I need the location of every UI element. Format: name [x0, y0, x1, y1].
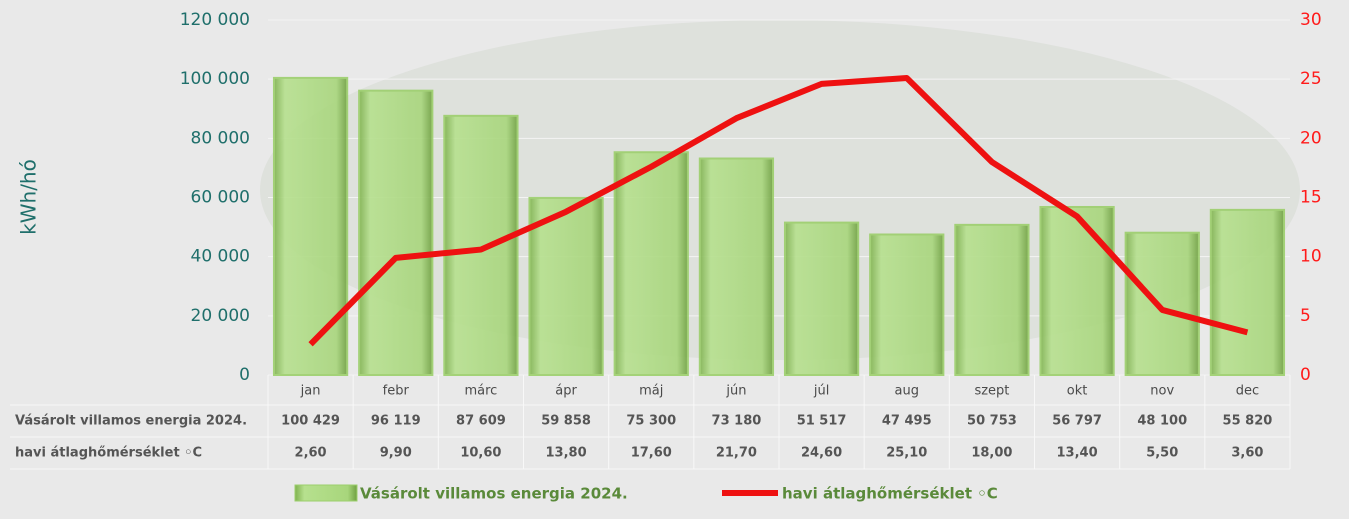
y2-tick-label: 15 [1300, 188, 1322, 208]
x-tick-label: júl [813, 384, 829, 399]
table-cell: 24,60 [801, 446, 842, 461]
table-cell: 87 609 [456, 414, 506, 429]
table-cell: 50 753 [967, 414, 1017, 429]
y2-tick-label: 20 [1300, 128, 1322, 148]
bar [528, 196, 604, 376]
table-cell: 3,60 [1231, 446, 1263, 461]
bar [1039, 205, 1115, 376]
y-tick-label: 60 000 [191, 188, 250, 208]
bar [1124, 231, 1200, 376]
table-cell: 13,40 [1057, 446, 1098, 461]
bar [1209, 208, 1286, 376]
legend-label: havi átlaghőmérséklet ◦C [782, 485, 998, 503]
table-cell: 59 858 [541, 414, 591, 429]
y-tick-label: 40 000 [191, 247, 250, 267]
x-tick-label: nov [1150, 384, 1174, 399]
table-cell: 21,70 [716, 446, 757, 461]
y-tick-label: 20 000 [191, 306, 250, 326]
x-tick-label: ápr [555, 384, 577, 399]
y2-tick-label: 30 [1300, 10, 1322, 30]
table-cell: 9,90 [380, 446, 412, 461]
bar [443, 114, 519, 377]
y-tick-label: 80 000 [191, 128, 250, 148]
x-tick-label: jún [725, 384, 746, 399]
y2-tick-label: 25 [1300, 69, 1322, 89]
y2-tick-label: 5 [1300, 306, 1311, 326]
x-tick-label: febr [383, 384, 410, 399]
table-cell: 56 797 [1052, 414, 1102, 429]
table-cell: 25,10 [886, 446, 927, 461]
y-axis-label: kWh/hó [17, 159, 41, 235]
table-cell: 100 429 [281, 414, 340, 429]
table-cell: 18,00 [971, 446, 1012, 461]
x-tick-label: szept [974, 384, 1009, 399]
x-tick-label: jan [300, 384, 321, 399]
table-cell: 48 100 [1137, 414, 1187, 429]
line [308, 74, 1249, 347]
table-cell: 17,60 [631, 446, 672, 461]
x-tick-label: máj [639, 384, 663, 399]
table-cell: 47 495 [882, 414, 932, 429]
y2-tick-label: 0 [1300, 365, 1311, 385]
y2-tick-label: 10 [1300, 247, 1322, 267]
bar [698, 157, 775, 376]
table-cell: 10,60 [460, 446, 501, 461]
table-cell: 96 119 [371, 414, 421, 429]
table-cell: 5,50 [1146, 446, 1178, 461]
bar [358, 89, 434, 377]
legend-label: Vásárolt villamos energia 2024. [360, 485, 628, 503]
x-tick-label: dec [1236, 384, 1259, 399]
table-row-label: havi átlaghőmérséklet ◦C [15, 446, 202, 461]
table-cell: 2,60 [295, 446, 327, 461]
y-tick-label: 100 000 [180, 69, 250, 89]
legend-swatch [294, 484, 358, 502]
table-cell: 51 517 [797, 414, 847, 429]
bar [783, 221, 860, 376]
x-tick-label: márc [464, 384, 497, 399]
table-cell: 73 180 [712, 414, 762, 429]
table-cell: 75 300 [626, 414, 676, 429]
x-tick-label: okt [1067, 384, 1088, 399]
table-cell: 13,80 [546, 446, 587, 461]
bar [272, 76, 349, 376]
bar [613, 151, 689, 376]
table-row-label: Vásárolt villamos energia 2024. [15, 414, 247, 429]
bar [954, 223, 1030, 376]
table-cell: 55 820 [1223, 414, 1273, 429]
y-tick-label: 120 000 [180, 10, 250, 30]
bar [869, 233, 945, 376]
y-tick-label: 0 [239, 365, 250, 385]
x-tick-label: aug [895, 384, 919, 399]
